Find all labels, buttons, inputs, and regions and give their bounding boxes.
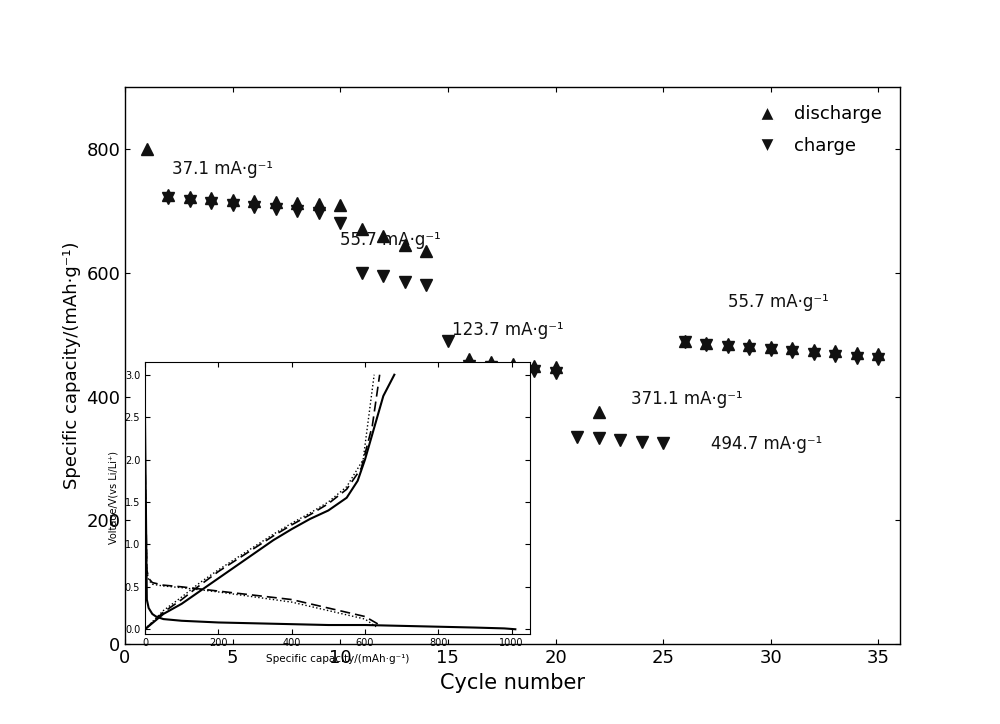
Text: 55.7 mA·g⁻¹: 55.7 mA·g⁻¹ <box>340 231 441 249</box>
X-axis label: Cycle number: Cycle number <box>440 673 585 693</box>
Text: 371.1 mA·g⁻¹: 371.1 mA·g⁻¹ <box>631 390 743 408</box>
Text: 123.7 mA·g⁻¹: 123.7 mA·g⁻¹ <box>452 321 564 339</box>
Text: 37.1 mA·g⁻¹: 37.1 mA·g⁻¹ <box>172 159 273 177</box>
Text: 55.7 mA·g⁻¹: 55.7 mA·g⁻¹ <box>728 292 829 311</box>
Y-axis label: Specific capacity/(mAh·g⁻¹): Specific capacity/(mAh·g⁻¹) <box>63 242 81 489</box>
X-axis label: Specific capacity/(mAh·g⁻¹): Specific capacity/(mAh·g⁻¹) <box>266 654 409 664</box>
Legend: discharge, charge: discharge, charge <box>740 96 891 164</box>
Y-axis label: Voltage/V(vs Li/Li⁺): Voltage/V(vs Li/Li⁺) <box>109 451 119 544</box>
Text: 494.7 mA·g⁻¹: 494.7 mA·g⁻¹ <box>711 435 822 453</box>
